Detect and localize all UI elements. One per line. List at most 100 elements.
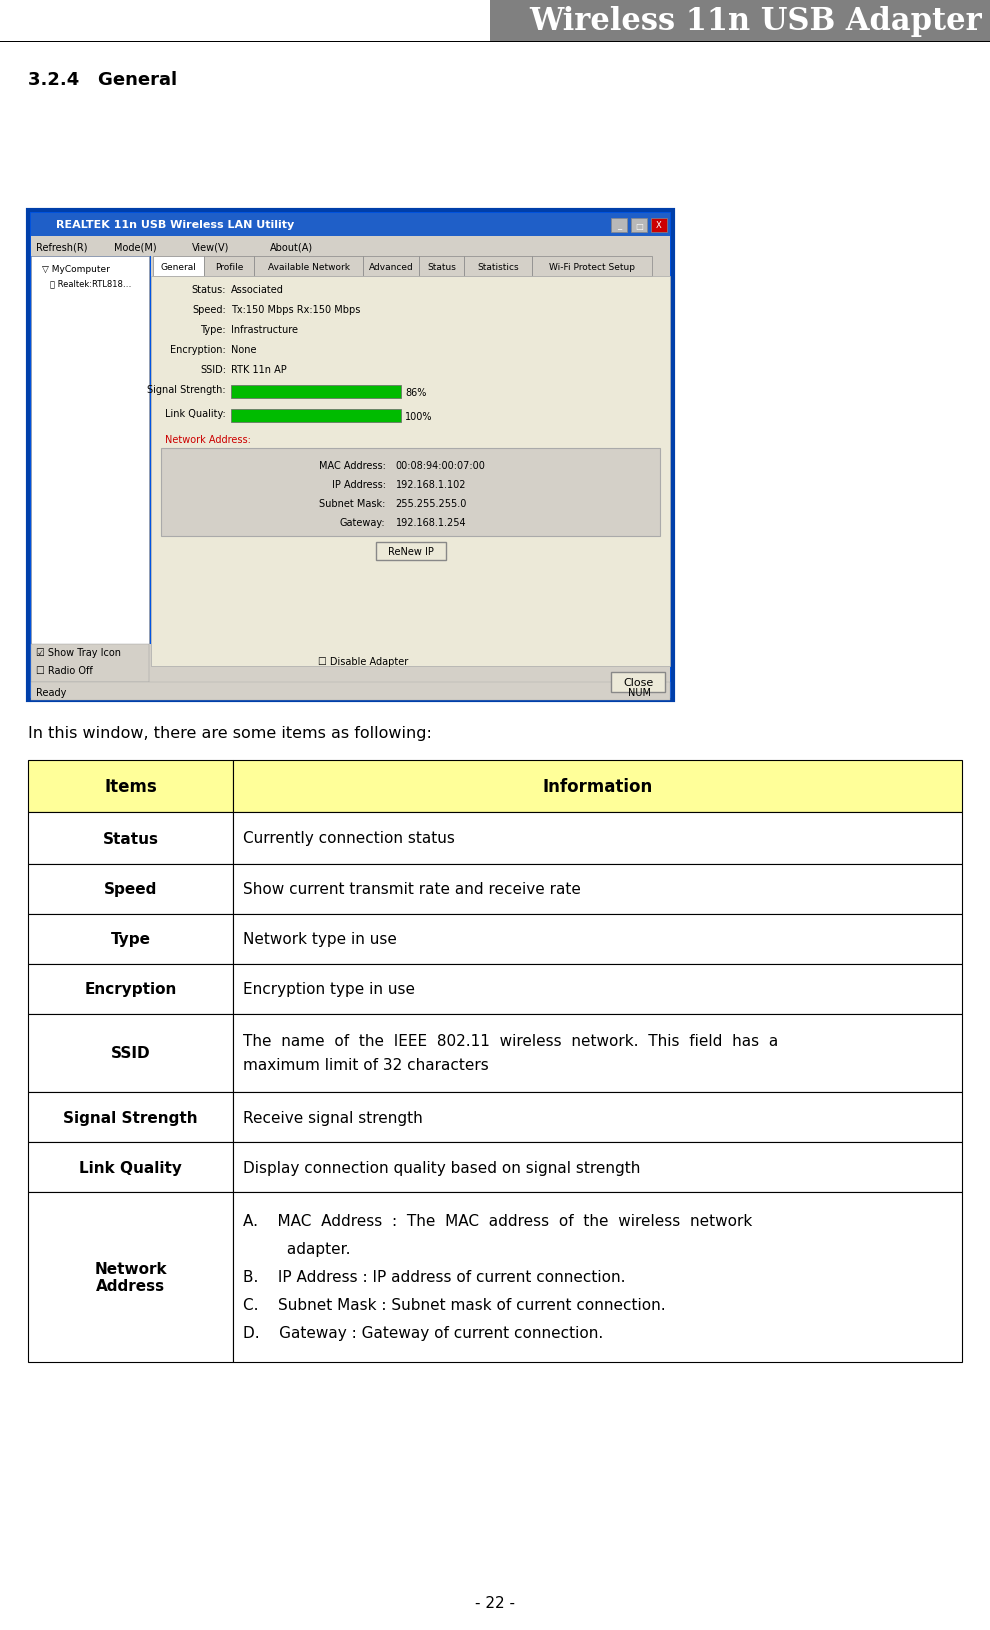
Bar xyxy=(234,1192,962,1363)
Text: X: X xyxy=(656,222,662,230)
Bar xyxy=(31,644,670,701)
Text: None: None xyxy=(231,346,256,355)
Text: Speed:: Speed: xyxy=(192,305,226,315)
Text: Items: Items xyxy=(104,778,157,795)
Text: Mode(M): Mode(M) xyxy=(114,241,156,253)
Text: Encryption type in use: Encryption type in use xyxy=(244,981,416,998)
Bar xyxy=(234,864,962,914)
Bar xyxy=(234,914,962,965)
Bar xyxy=(375,543,446,561)
Text: Information: Information xyxy=(543,778,652,795)
Text: IP Address:: IP Address: xyxy=(332,479,385,489)
Bar xyxy=(31,644,149,683)
Text: 86%: 86% xyxy=(405,388,427,398)
Bar xyxy=(611,673,665,693)
Bar xyxy=(231,409,401,422)
Bar xyxy=(419,258,464,277)
Text: 00:08:94:00:07:00: 00:08:94:00:07:00 xyxy=(396,461,485,471)
Text: Associated: Associated xyxy=(231,285,284,295)
Text: adapter.: adapter. xyxy=(244,1242,351,1257)
Bar xyxy=(31,258,149,683)
Text: 📶 Realtek:RTL818…: 📶 Realtek:RTL818… xyxy=(50,279,132,289)
Text: General: General xyxy=(160,262,196,271)
Text: 3.2.4   General: 3.2.4 General xyxy=(28,72,177,90)
Text: Receive signal strength: Receive signal strength xyxy=(244,1110,424,1125)
Text: Link Quality:: Link Quality: xyxy=(165,409,226,419)
Text: Signal Strength:: Signal Strength: xyxy=(148,385,226,394)
Bar xyxy=(0,0,490,42)
Text: Show current transmit rate and receive rate: Show current transmit rate and receive r… xyxy=(244,882,581,896)
Text: Statistics: Statistics xyxy=(477,262,519,271)
Text: Type:: Type: xyxy=(200,324,226,334)
Bar xyxy=(204,258,254,277)
Text: 192.168.1.254: 192.168.1.254 xyxy=(396,518,466,528)
Text: Status: Status xyxy=(103,831,158,846)
Text: View(V): View(V) xyxy=(192,241,230,253)
Text: 255.255.255.0: 255.255.255.0 xyxy=(396,499,467,509)
Bar xyxy=(161,448,660,536)
Text: Wi-Fi Protect Setup: Wi-Fi Protect Setup xyxy=(549,262,636,271)
Bar xyxy=(151,258,670,683)
Bar xyxy=(31,683,670,701)
Text: 100%: 100% xyxy=(405,411,433,421)
Bar xyxy=(234,1143,962,1192)
Bar xyxy=(234,965,962,1014)
Text: Subnet Mask:: Subnet Mask: xyxy=(319,499,385,509)
Bar xyxy=(28,812,234,864)
Text: About(A): About(A) xyxy=(270,241,313,253)
Text: Tx:150 Mbps Rx:150 Mbps: Tx:150 Mbps Rx:150 Mbps xyxy=(231,305,360,315)
Text: Wireless 11n USB Adapter: Wireless 11n USB Adapter xyxy=(530,5,982,36)
Bar xyxy=(28,1092,234,1143)
Text: D.    Gateway : Gateway of current connection.: D. Gateway : Gateway of current connecti… xyxy=(244,1325,604,1341)
Bar xyxy=(28,965,234,1014)
Text: ☐ Disable Adapter: ☐ Disable Adapter xyxy=(318,657,409,667)
Bar xyxy=(28,1014,234,1092)
Text: Signal Strength: Signal Strength xyxy=(63,1110,198,1125)
Bar xyxy=(0,0,990,42)
Bar xyxy=(532,258,652,277)
Bar xyxy=(151,277,670,667)
Bar xyxy=(28,914,234,965)
Bar xyxy=(31,667,149,683)
Bar xyxy=(28,864,234,914)
Bar xyxy=(234,1092,962,1143)
Bar xyxy=(31,214,670,236)
Bar xyxy=(254,258,362,277)
Bar xyxy=(31,236,670,258)
Text: Gateway:: Gateway: xyxy=(340,518,385,528)
Text: B.    IP Address : IP address of current connection.: B. IP Address : IP address of current co… xyxy=(244,1270,626,1284)
Text: Refresh(R): Refresh(R) xyxy=(36,241,87,253)
Text: Network type in use: Network type in use xyxy=(244,932,397,947)
Bar xyxy=(464,258,532,277)
Text: Network
Address: Network Address xyxy=(94,1262,167,1294)
Bar xyxy=(234,761,962,812)
Text: Encryption: Encryption xyxy=(84,981,177,998)
Text: 192.168.1.102: 192.168.1.102 xyxy=(396,479,466,489)
Bar xyxy=(651,218,667,233)
Bar xyxy=(28,1192,234,1363)
Bar xyxy=(28,210,673,701)
Text: Currently connection status: Currently connection status xyxy=(244,831,455,846)
Text: - 22 -: - 22 - xyxy=(475,1596,515,1610)
Text: SSID: SSID xyxy=(111,1046,150,1061)
Text: Type: Type xyxy=(111,932,150,947)
Text: _: _ xyxy=(617,222,621,230)
Bar xyxy=(28,1143,234,1192)
Text: REALTEK 11n USB Wireless LAN Utility: REALTEK 11n USB Wireless LAN Utility xyxy=(56,220,294,230)
Text: ▽ MyComputer: ▽ MyComputer xyxy=(42,264,110,274)
Text: ☐ Radio Off: ☐ Radio Off xyxy=(36,665,93,675)
Text: In this window, there are some items as following:: In this window, there are some items as … xyxy=(28,725,432,740)
Bar xyxy=(631,218,647,233)
Text: Advanced: Advanced xyxy=(368,262,414,271)
Text: Profile: Profile xyxy=(215,262,244,271)
Text: Network Address:: Network Address: xyxy=(165,435,250,445)
Text: Close: Close xyxy=(623,678,653,688)
Bar xyxy=(153,258,204,277)
Text: Link Quality: Link Quality xyxy=(79,1161,182,1175)
Text: Available Network: Available Network xyxy=(267,262,349,271)
Text: RTK 11n AP: RTK 11n AP xyxy=(231,365,287,375)
Text: Speed: Speed xyxy=(104,882,157,896)
Text: ☑ Show Tray Icon: ☑ Show Tray Icon xyxy=(36,647,121,657)
Text: Infrastructure: Infrastructure xyxy=(231,324,298,334)
Text: The  name  of  the  IEEE  802.11  wireless  network.  This  field  has  a: The name of the IEEE 802.11 wireless net… xyxy=(244,1033,779,1048)
